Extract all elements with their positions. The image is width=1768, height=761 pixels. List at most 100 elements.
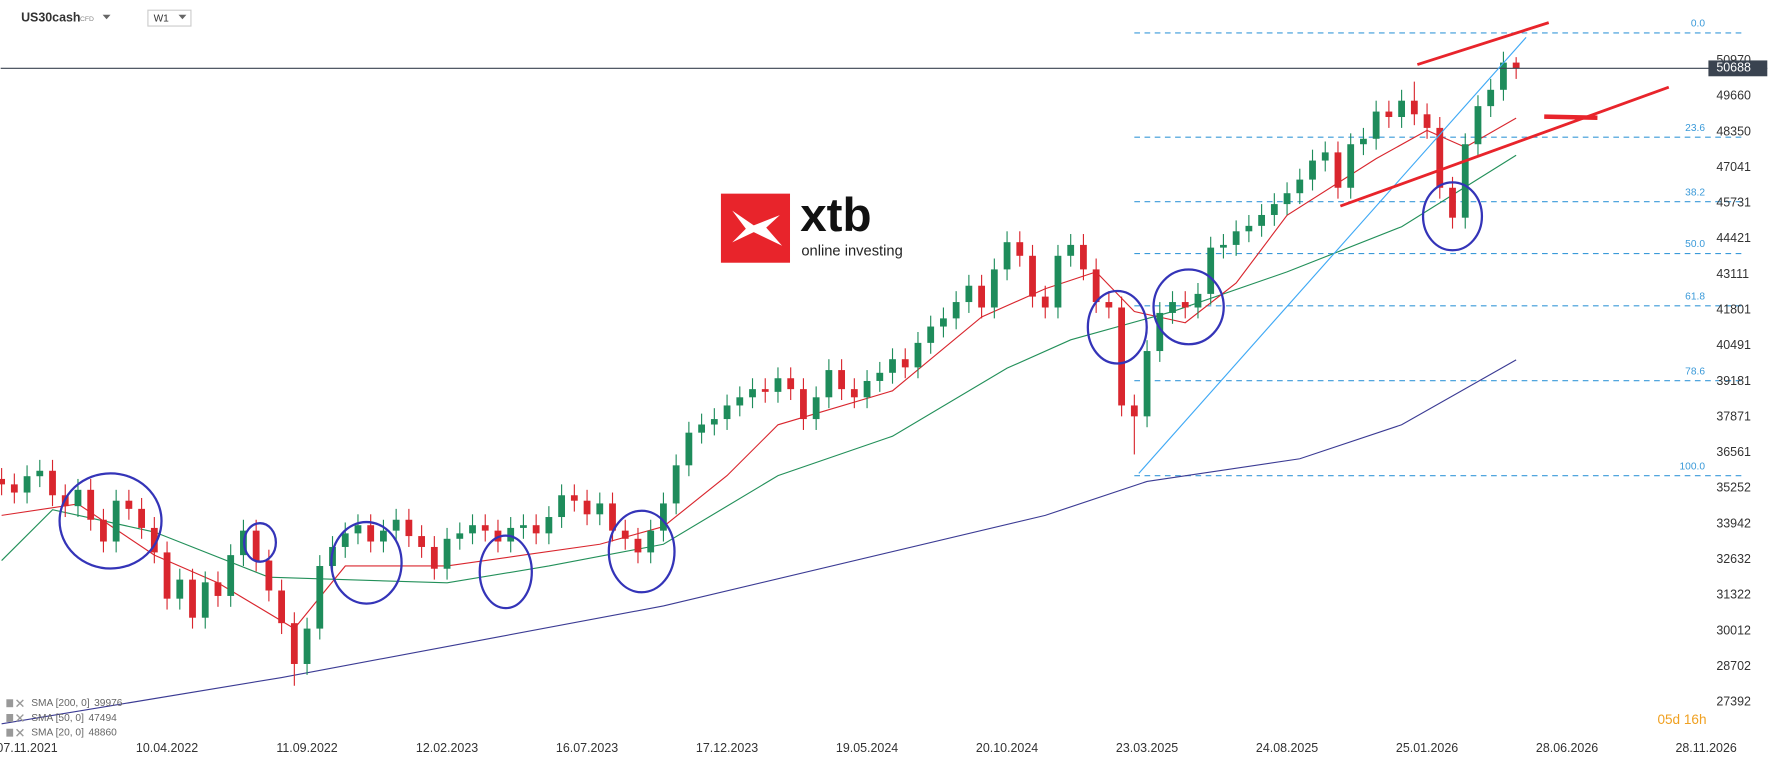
candle-body: [800, 389, 807, 420]
candle-body: [405, 519, 413, 537]
candle-body: [660, 503, 667, 531]
y-tick-label: 27392: [1716, 695, 1751, 709]
y-tick-label: 44421: [1716, 231, 1751, 245]
candle-body: [252, 530, 260, 561]
candle-body: [965, 285, 973, 303]
legend-icon: [6, 714, 14, 722]
logo-tagline: online investing: [801, 243, 902, 259]
legend-icon: [6, 728, 14, 737]
candle-body: [1385, 111, 1393, 118]
x-tick-label: 20.10.2024: [976, 741, 1038, 755]
candle-body: [0, 478, 6, 485]
candle-body: [74, 489, 82, 507]
candle-body: [558, 495, 566, 518]
y-tick-label: 30012: [1716, 623, 1751, 637]
toolbar: US30cash CFD W1: [21, 9, 192, 27]
x-tick-label: 28.11.2026: [1675, 741, 1736, 755]
candle-body: [1487, 89, 1495, 107]
legend-value: 47494: [88, 713, 117, 724]
candle-body: [507, 527, 515, 542]
candle-body: [214, 582, 222, 596]
candle-body: [685, 432, 693, 466]
y-tick-label: 33942: [1716, 516, 1751, 530]
logo-icon: [732, 210, 783, 246]
x-tick-label: 17.12.2023: [696, 741, 758, 755]
candle-body: [1461, 144, 1469, 218]
candle-body: [1092, 269, 1100, 303]
y-tick-label: 48350: [1716, 124, 1751, 138]
fib-label: 61.8: [1685, 291, 1705, 302]
x-tick-label: 07.11.2021: [0, 741, 58, 755]
timeframe[interactable]: W1: [154, 13, 170, 24]
candle-body: [392, 519, 400, 531]
x-tick-label: 24.08.2025: [1256, 741, 1318, 755]
candle-body: [227, 555, 235, 596]
candle-body: [1041, 296, 1049, 308]
y-tick-label: 32632: [1716, 552, 1751, 566]
fib-label: 78.6: [1685, 366, 1705, 377]
candle-body: [634, 538, 642, 553]
candle-body: [1080, 244, 1087, 270]
sma-line: [1, 359, 1517, 725]
candle-body: [876, 372, 884, 381]
candle-body: [1398, 100, 1406, 118]
x-tick-label: 25.01.2026: [1396, 741, 1458, 755]
candle-body: [100, 519, 107, 542]
symbol[interactable]: US30cash: [21, 10, 80, 24]
candle-body: [1309, 160, 1316, 180]
candle-body: [978, 285, 986, 308]
candle-body: [1283, 193, 1291, 205]
fib-label: 50.0: [1685, 239, 1705, 250]
candle-body: [545, 517, 553, 534]
fib-label: 38.2: [1685, 187, 1705, 198]
candle-body: [36, 470, 44, 477]
timeframe-box[interactable]: [147, 9, 192, 27]
candle-body: [1360, 138, 1367, 145]
y-tick-label: 39181: [1716, 374, 1751, 388]
arrow-mark: [1544, 114, 1598, 121]
x-tick-label: 16.07.2023: [556, 741, 618, 755]
candle-body: [532, 525, 540, 534]
y-tick-label: 37871: [1716, 409, 1751, 423]
candle-body: [125, 500, 133, 509]
candle-body: [112, 500, 120, 542]
legend-icon: [6, 699, 14, 708]
candle-body: [1449, 187, 1456, 218]
candle-body: [1347, 144, 1355, 188]
legend-name: SMA [20, 0]: [31, 727, 84, 738]
x-tick-label: 23.03.2025: [1116, 741, 1178, 755]
circle: [607, 509, 676, 594]
candle-body: [596, 503, 604, 515]
symbol-dropdown[interactable]: [102, 14, 111, 20]
candle-body: [380, 530, 387, 542]
candle-body: [609, 503, 616, 531]
candle-body: [150, 527, 158, 553]
circle: [1421, 181, 1484, 252]
candle-body: [1334, 152, 1342, 188]
trend-line: [1138, 36, 1527, 474]
candle-body: [1118, 307, 1126, 406]
candle-body: [1500, 62, 1507, 90]
candle-body: [774, 378, 782, 392]
candle-body: [481, 525, 489, 531]
candle-body: [698, 424, 706, 433]
candle-body: [901, 359, 909, 368]
candle-body: [1474, 106, 1482, 145]
candle-body: [723, 405, 731, 420]
candle-body: [1181, 302, 1189, 308]
candle-body: [838, 370, 846, 390]
candle-body: [189, 579, 196, 618]
legend-entry: SMA [20, 0] 48860: [31, 727, 117, 738]
candle-body: [163, 552, 171, 599]
candle-body: [1143, 351, 1151, 417]
candle-body: [621, 530, 629, 539]
timeframe-dropdown[interactable]: [178, 14, 187, 20]
legend-name: SMA [200, 0]: [31, 698, 89, 709]
y-tick-label: 40491: [1716, 338, 1751, 352]
channel-top: [1416, 21, 1550, 66]
candle-body: [1245, 225, 1253, 232]
circle: [1086, 289, 1148, 365]
y-tick-label: 31322: [1716, 588, 1751, 602]
fib-label: 100.0: [1680, 461, 1706, 472]
